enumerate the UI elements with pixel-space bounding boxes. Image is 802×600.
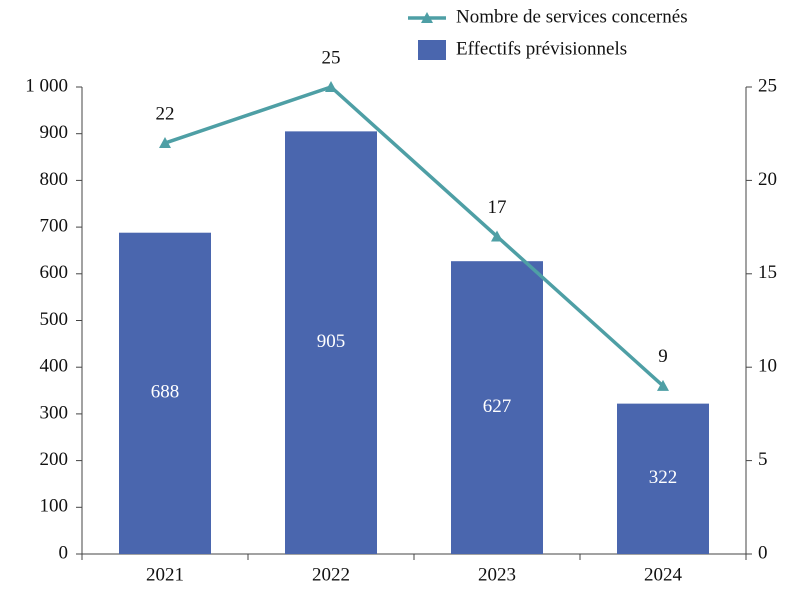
x-tick-label: 2023: [478, 564, 516, 585]
y2-tick-label: 20: [758, 169, 777, 190]
y2-tick-label: 25: [758, 75, 777, 96]
bar: [451, 261, 543, 554]
x-tick-label: 2021: [146, 564, 184, 585]
y2-tick-label: 5: [758, 449, 768, 470]
legend-label: Effectifs prévisionnels: [456, 38, 627, 59]
bar-value-label: 905: [317, 331, 346, 352]
y2-tick-label: 10: [758, 356, 777, 377]
y-tick-label: 100: [40, 496, 69, 517]
line-value-label: 22: [156, 103, 175, 124]
line-marker: [657, 379, 669, 391]
line-marker: [325, 81, 337, 92]
legend-swatch: [418, 40, 446, 60]
y-tick-label: 600: [40, 262, 69, 283]
legend-label: Nombre de services concernés: [456, 6, 688, 27]
y-tick-label: 200: [40, 449, 69, 470]
legend-marker: [421, 12, 433, 23]
line-value-label: 17: [488, 197, 507, 218]
line-value-label: 9: [658, 346, 668, 367]
bar: [617, 403, 709, 554]
bar-value-label: 322: [649, 467, 678, 488]
line-value-label: 25: [322, 47, 341, 68]
y-tick-label: 400: [40, 356, 69, 377]
y-tick-label: 500: [40, 309, 69, 330]
y-tick-label: 700: [40, 215, 69, 236]
bar-value-label: 688: [151, 382, 180, 403]
bar: [285, 131, 377, 555]
x-tick-label: 2022: [312, 564, 350, 585]
x-tick-label: 2024: [644, 564, 683, 585]
line: [164, 85, 665, 388]
line-marker: [491, 230, 503, 242]
y-tick-label: 900: [40, 122, 69, 143]
y-tick-label: 300: [40, 402, 69, 423]
y2-tick-label: 0: [758, 542, 768, 563]
y-tick-label: 0: [59, 542, 69, 563]
y2-tick-label: 15: [758, 262, 777, 283]
line-marker: [159, 137, 171, 149]
y-tick-label: 800: [40, 169, 69, 190]
bar-value-label: 627: [483, 396, 512, 417]
bar: [119, 232, 211, 555]
y-tick-label: 1 000: [25, 75, 68, 96]
